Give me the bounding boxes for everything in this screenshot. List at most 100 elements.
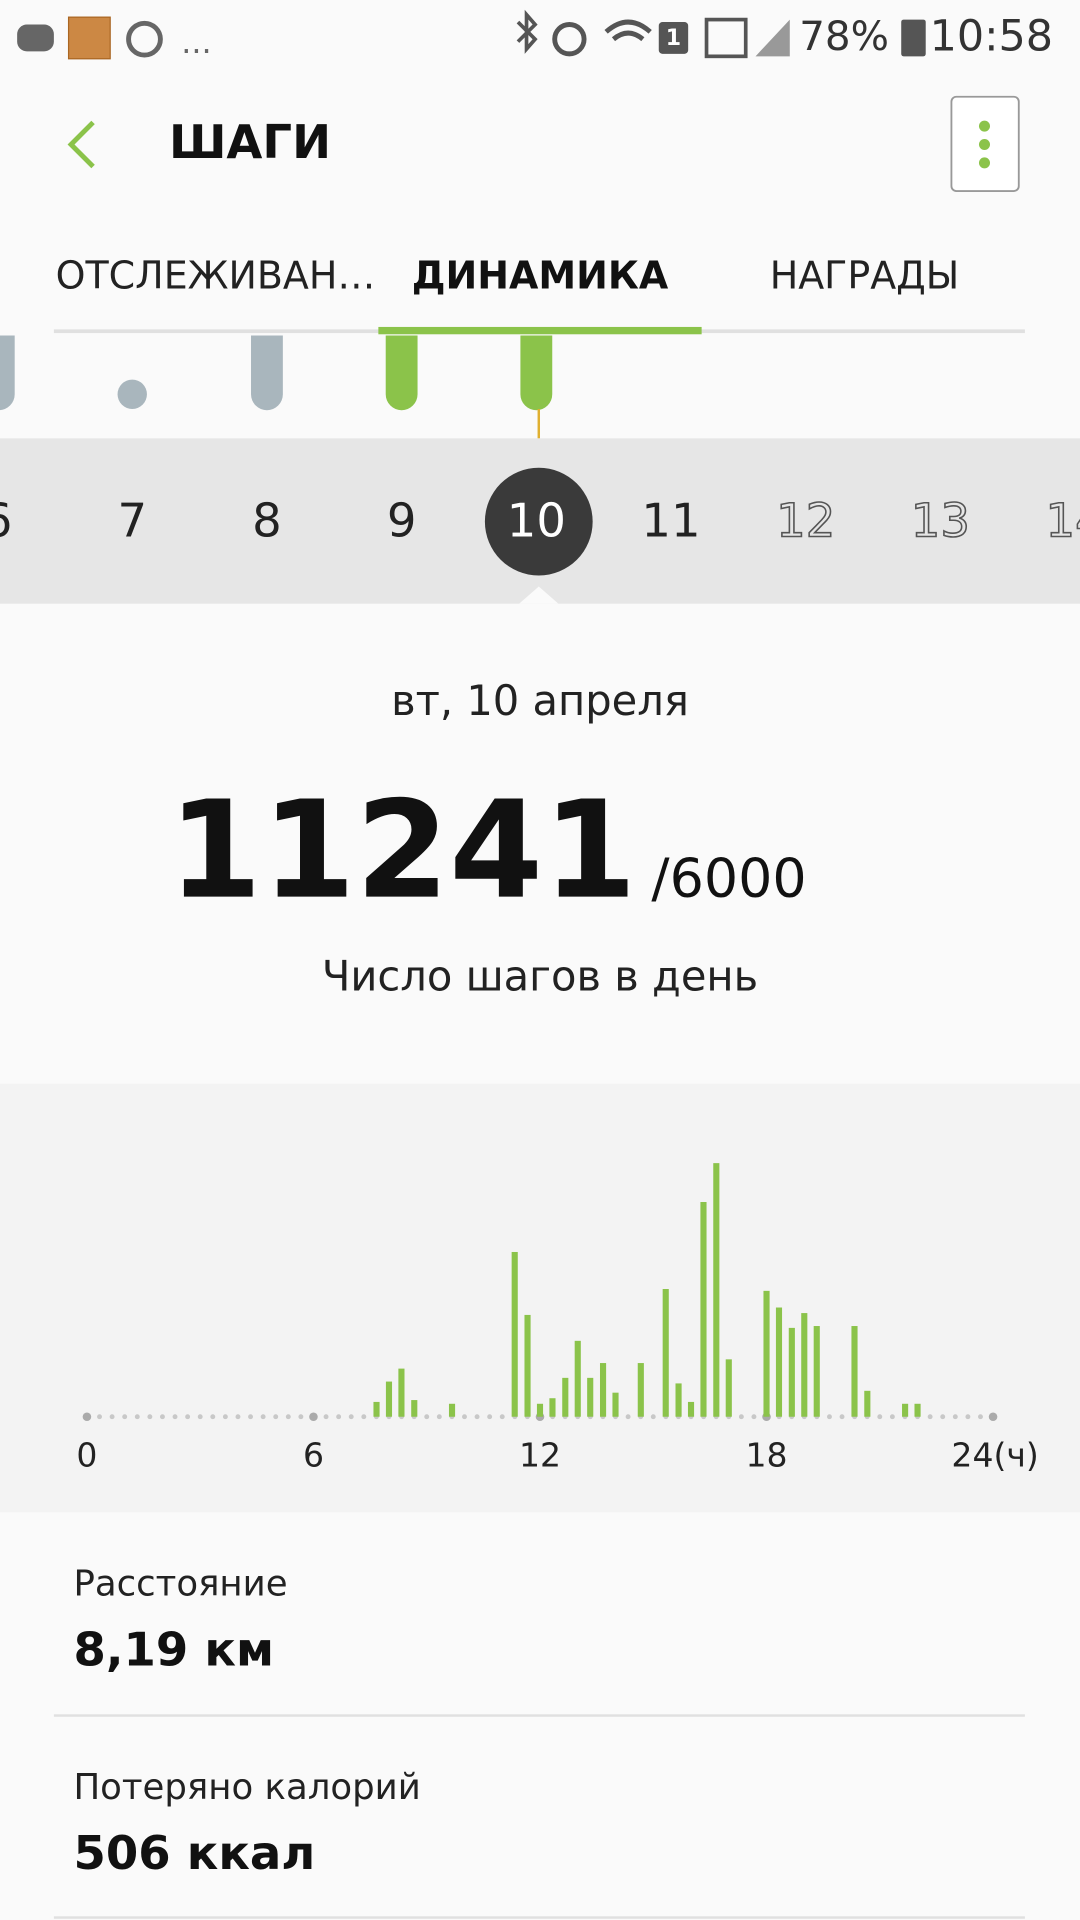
axis-dot (122, 1414, 128, 1420)
axis-dot (97, 1414, 102, 1420)
day[interactable]: 14 (1045, 493, 1080, 549)
step-goal: /6000 (651, 846, 806, 909)
axis-dot (474, 1414, 480, 1420)
bar (788, 1327, 795, 1417)
axis-dot (487, 1414, 493, 1420)
bar (687, 1401, 695, 1417)
bar (662, 1289, 669, 1417)
bar (902, 1403, 909, 1417)
bar (637, 1363, 644, 1417)
axis-dot (738, 1414, 744, 1420)
axis-dot (172, 1414, 178, 1420)
axis-dot (222, 1414, 228, 1420)
x-tick (309, 1412, 318, 1422)
day[interactable]: 11 (641, 494, 700, 548)
bar (411, 1400, 418, 1417)
bar (700, 1202, 707, 1417)
x-tick-label: 18 (745, 1436, 787, 1475)
bar (725, 1359, 732, 1417)
axis-dot (260, 1414, 266, 1420)
day-pointer (519, 586, 559, 604)
date: вт, 10 апреля (391, 676, 689, 725)
axis-dot (147, 1414, 153, 1420)
bar (536, 1403, 544, 1417)
axis-dot (650, 1414, 656, 1420)
axis-dot (751, 1414, 757, 1420)
stat-label: Потеряно калорий (73, 1767, 420, 1808)
day[interactable]: 6 (0, 494, 12, 548)
stat-label: Расстояние (73, 1564, 287, 1605)
selected-day-circle (484, 467, 593, 576)
bar (574, 1340, 581, 1417)
bar (549, 1398, 556, 1417)
stat-value: 506 ккал (73, 1826, 315, 1880)
bar (914, 1403, 921, 1417)
divider (53, 1714, 1025, 1717)
axis-dot (134, 1414, 140, 1420)
bar (675, 1383, 682, 1417)
tab-active[interactable]: ДИНАМИКА (412, 253, 669, 297)
tab[interactable]: ОТСЛЕЖИВАН… (56, 253, 376, 297)
axis-dot (499, 1414, 505, 1420)
axis-dot (273, 1414, 279, 1420)
battery-level: 78% (799, 12, 889, 60)
bar (599, 1363, 607, 1417)
clock: 10:58 (930, 12, 1053, 62)
day[interactable]: 7 (117, 494, 147, 548)
bar (524, 1314, 531, 1417)
axis-dot (235, 1414, 241, 1420)
axis-dot (965, 1414, 971, 1420)
bar (398, 1368, 405, 1417)
day-indicators (0, 335, 553, 439)
day[interactable]: 9 (387, 494, 417, 548)
bar (851, 1326, 858, 1417)
x-tick-label: 24(ч) (951, 1436, 1038, 1475)
axis-dot (185, 1414, 191, 1420)
axis-dot (625, 1414, 631, 1420)
axis-dot (952, 1414, 958, 1420)
day[interactable]: 13 (910, 493, 971, 549)
tab[interactable]: НАГРАДЫ (770, 253, 960, 297)
status-icons (17, 9, 926, 60)
status-more: ... (181, 23, 211, 61)
tab-indicator (378, 326, 702, 335)
axis-dot (348, 1414, 354, 1420)
axis-dot (877, 1414, 883, 1420)
step-count: 11241 (168, 772, 637, 929)
bar (763, 1290, 770, 1417)
x-tick (988, 1412, 998, 1422)
day[interactable]: 12 (775, 493, 836, 549)
axis-dot (323, 1414, 329, 1420)
axis-dot (285, 1414, 291, 1420)
divider (53, 1916, 1025, 1919)
back-button[interactable] (67, 120, 95, 169)
axis-dot (927, 1414, 933, 1420)
day[interactable]: 8 (252, 494, 282, 548)
selected-day[interactable]: 10 (507, 494, 566, 548)
axis-dot (248, 1414, 253, 1420)
x-tick (82, 1412, 92, 1422)
axis-dot (361, 1414, 367, 1420)
axis-dot (978, 1414, 983, 1420)
axis-dot (197, 1414, 203, 1420)
bar (864, 1390, 871, 1417)
x-tick-label: 12 (519, 1436, 561, 1475)
page-title: ШАГИ (169, 115, 331, 169)
axis-dot (462, 1414, 467, 1420)
axis-dot (839, 1414, 845, 1420)
axis-dot (109, 1414, 115, 1420)
axis-dot (889, 1414, 895, 1420)
axis-dot (940, 1414, 946, 1420)
axis-dot (210, 1414, 216, 1420)
x-tick-label: 6 (303, 1436, 324, 1475)
bar (801, 1313, 808, 1417)
more-menu-button[interactable] (950, 95, 1020, 192)
bar (562, 1377, 569, 1417)
sim-number: 1 (666, 26, 681, 51)
bar (373, 1401, 380, 1417)
steps-caption: Число шагов в день (322, 952, 758, 1001)
